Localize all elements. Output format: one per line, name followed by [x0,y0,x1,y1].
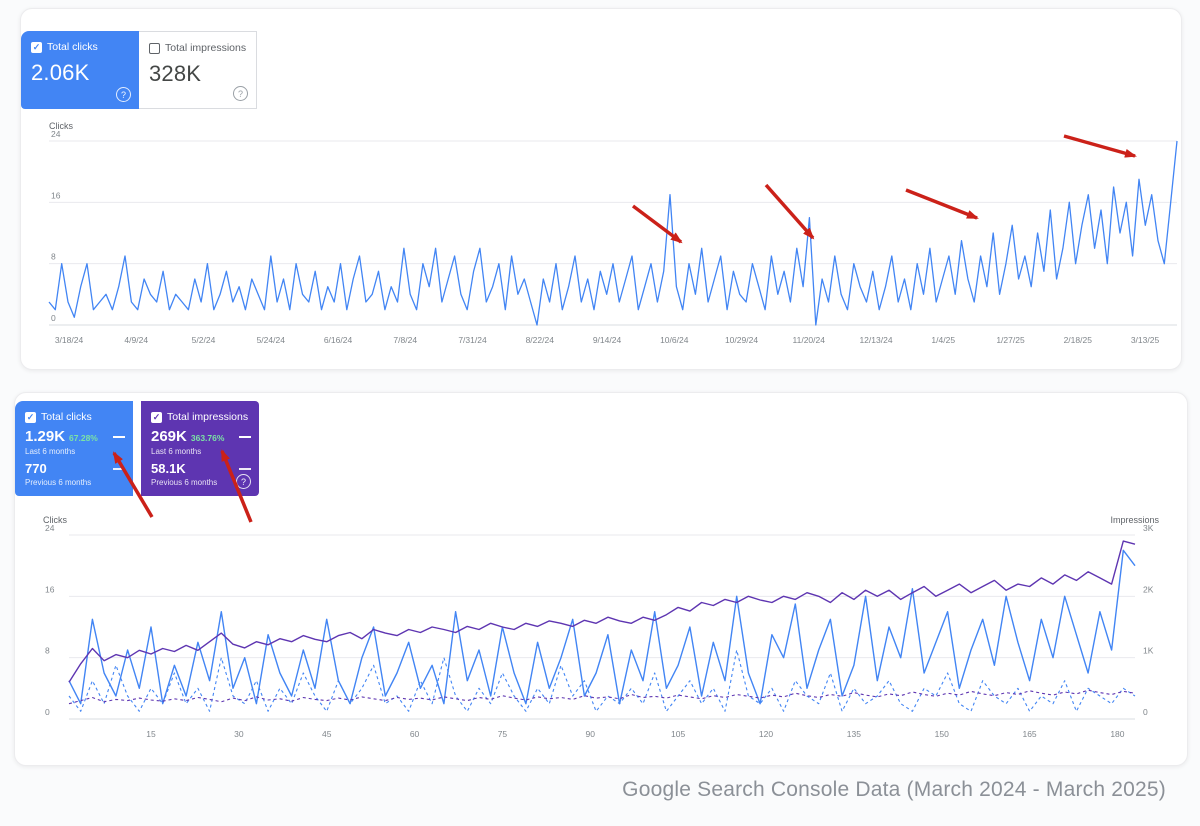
svg-text:8/22/24: 8/22/24 [526,335,555,345]
svg-text:7/31/24: 7/31/24 [458,335,487,345]
svg-text:8: 8 [45,646,50,656]
svg-text:8: 8 [51,252,56,262]
svg-text:1/27/25: 1/27/25 [996,335,1025,345]
total-impressions-card[interactable]: Total impressions 328K ? [139,31,257,109]
metric-value: 1.29K [25,428,66,445]
svg-text:1/4/25: 1/4/25 [931,335,955,345]
svg-text:4/9/24: 4/9/24 [124,335,148,345]
svg-text:0: 0 [1143,707,1148,717]
svg-text:150: 150 [935,729,949,739]
checkbox-checked-icon[interactable]: ✓ [25,411,36,423]
metric-value: 328K [149,61,202,86]
svg-text:105: 105 [671,729,685,739]
clicks-chart-panel: ✓ Total clicks 2.06K ? Total impressions… [20,8,1182,370]
metric-value: 2.06K [31,60,90,85]
svg-text:9/14/24: 9/14/24 [593,335,622,345]
checkbox-checked-icon[interactable]: ✓ [31,41,42,53]
y-axis-title-impressions: Impressions [1110,515,1159,525]
svg-text:10/6/24: 10/6/24 [660,335,689,345]
checkbox-checked-icon[interactable]: ✓ [151,411,162,423]
comparison-dual-axis-chart[interactable]: 0 0 8 1K 16 2K 24 3K 15 30 45 60 75 90 105 120 135 150 165… [43,523,1171,745]
metric-label: Total impressions [165,42,247,54]
svg-text:0: 0 [51,313,56,323]
svg-text:7/8/24: 7/8/24 [393,335,417,345]
svg-text:10/29/24: 10/29/24 [725,335,758,345]
svg-text:16: 16 [51,190,61,200]
solid-line-indicator [239,435,251,438]
help-icon[interactable]: ? [233,86,248,101]
y-axis-title-clicks: Clicks [49,121,73,131]
svg-text:165: 165 [1022,729,1036,739]
comparison-chart-panel: ✓ Total clicks 1.29K 67.28% Last 6 month… [14,392,1188,766]
svg-text:2/18/25: 2/18/25 [1064,335,1093,345]
svg-text:5/24/24: 5/24/24 [257,335,286,345]
period-label: Last 6 months [25,447,76,456]
caption: Google Search Console Data (March 2024 -… [622,778,1166,801]
svg-text:90: 90 [586,729,596,739]
svg-text:12/13/24: 12/13/24 [859,335,892,345]
svg-text:6/16/24: 6/16/24 [324,335,353,345]
metric-label: Total clicks [41,411,92,423]
metric-value: 269K [151,428,187,445]
checkbox-unchecked-icon[interactable] [149,42,160,54]
svg-text:60: 60 [410,729,420,739]
svg-text:3/13/25: 3/13/25 [1131,335,1160,345]
svg-text:3K: 3K [1143,523,1154,533]
delta-percent: 67.28% [69,433,98,443]
total-clicks-compare-card[interactable]: ✓ Total clicks 1.29K 67.28% Last 6 month… [15,401,133,496]
dashed-line-indicator [239,467,251,470]
help-icon[interactable]: ? [116,87,131,102]
svg-text:0: 0 [45,707,50,717]
total-clicks-card[interactable]: ✓ Total clicks 2.06K ? [21,31,139,109]
svg-text:135: 135 [847,729,861,739]
period-label: Previous 6 months [151,478,218,487]
previous-metric-value: 770 [25,461,47,476]
metric-cards-row: ✓ Total clicks 1.29K 67.28% Last 6 month… [15,401,259,496]
svg-text:1K: 1K [1143,646,1154,656]
svg-text:120: 120 [759,729,773,739]
svg-text:2K: 2K [1143,584,1154,594]
svg-text:45: 45 [322,729,332,739]
y-axis-title-clicks: Clicks [43,515,67,525]
previous-metric-value: 58.1K [151,461,186,476]
svg-text:16: 16 [45,584,55,594]
svg-text:3/18/24: 3/18/24 [55,335,84,345]
svg-text:75: 75 [498,729,508,739]
delta-percent: 363.76% [190,433,225,443]
svg-text:15: 15 [146,729,156,739]
svg-text:11/20/24: 11/20/24 [793,335,826,345]
solid-line-indicator [113,435,125,438]
period-label: Last 6 months [151,447,202,456]
dashed-line-indicator [113,467,125,470]
clicks-time-series-chart[interactable]: 0 8 16 24 3/18/24 4/9/24 5/2/24 5/24/24 6/16/24 7… [48,129,1178,351]
svg-text:180: 180 [1110,729,1124,739]
metric-cards-row: ✓ Total clicks 2.06K ? Total impressions… [21,31,257,109]
metric-label: Total clicks [47,41,98,53]
svg-text:24: 24 [51,129,61,139]
svg-text:24: 24 [45,523,55,533]
svg-text:30: 30 [234,729,244,739]
help-icon[interactable]: ? [236,474,251,489]
svg-text:5/2/24: 5/2/24 [192,335,216,345]
total-impressions-compare-card[interactable]: ✓ Total impressions 269K 363.76% Last 6 … [141,401,259,496]
period-label: Previous 6 months [25,478,92,487]
metric-label: Total impressions [167,411,249,423]
